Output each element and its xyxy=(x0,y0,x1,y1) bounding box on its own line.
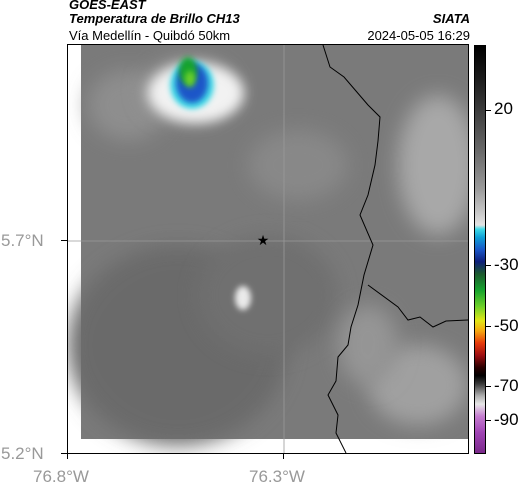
map-panel[interactable]: ★ xyxy=(67,44,469,454)
lon-label: 76.8°W xyxy=(33,467,89,486)
colorbar-tick xyxy=(486,110,491,111)
colorbar-tick xyxy=(486,420,491,421)
star-icon: ★ xyxy=(257,232,270,248)
colorbar-tick xyxy=(486,265,491,266)
cloud-south xyxy=(338,305,398,385)
colorbar-label: -30 xyxy=(494,255,519,274)
lon-tick-76.8 xyxy=(67,454,68,459)
colorbar-label: -50 xyxy=(494,316,519,335)
cloud-spot xyxy=(235,286,251,310)
colorbar xyxy=(474,45,486,454)
warm-region-center xyxy=(198,235,338,355)
cloud-east xyxy=(398,95,468,235)
satellite-title: GOES-EAST xyxy=(69,0,146,12)
lat-label: 5.2°N xyxy=(1,444,44,463)
colorbar-label: 20 xyxy=(494,99,513,118)
cold-top-core xyxy=(185,71,195,87)
lon-label: 76.3°W xyxy=(249,467,305,486)
map-canvas[interactable]: ★ xyxy=(68,45,468,453)
datetime-label: 2024-05-05 16:29 xyxy=(367,28,470,43)
product-title: Temperatura de Brillo CH13 xyxy=(69,11,240,26)
lon-tick-76.3 xyxy=(283,454,284,459)
lat-label: 5.7°N xyxy=(1,231,44,250)
colorbar-tick xyxy=(486,386,491,387)
lat-tick-5.2 xyxy=(61,453,67,454)
colorbar-tick xyxy=(486,326,491,327)
border-line-east xyxy=(367,284,468,328)
cloud-central xyxy=(248,130,348,200)
border-line xyxy=(322,45,381,453)
route-label: Vía Medellín - Quibdó 50km xyxy=(69,28,231,43)
lat-tick-5.7 xyxy=(61,240,67,241)
colorbar-label: -70 xyxy=(494,376,519,395)
colorbar-label: -90 xyxy=(494,410,519,429)
organization-label: SIATA xyxy=(432,11,470,26)
